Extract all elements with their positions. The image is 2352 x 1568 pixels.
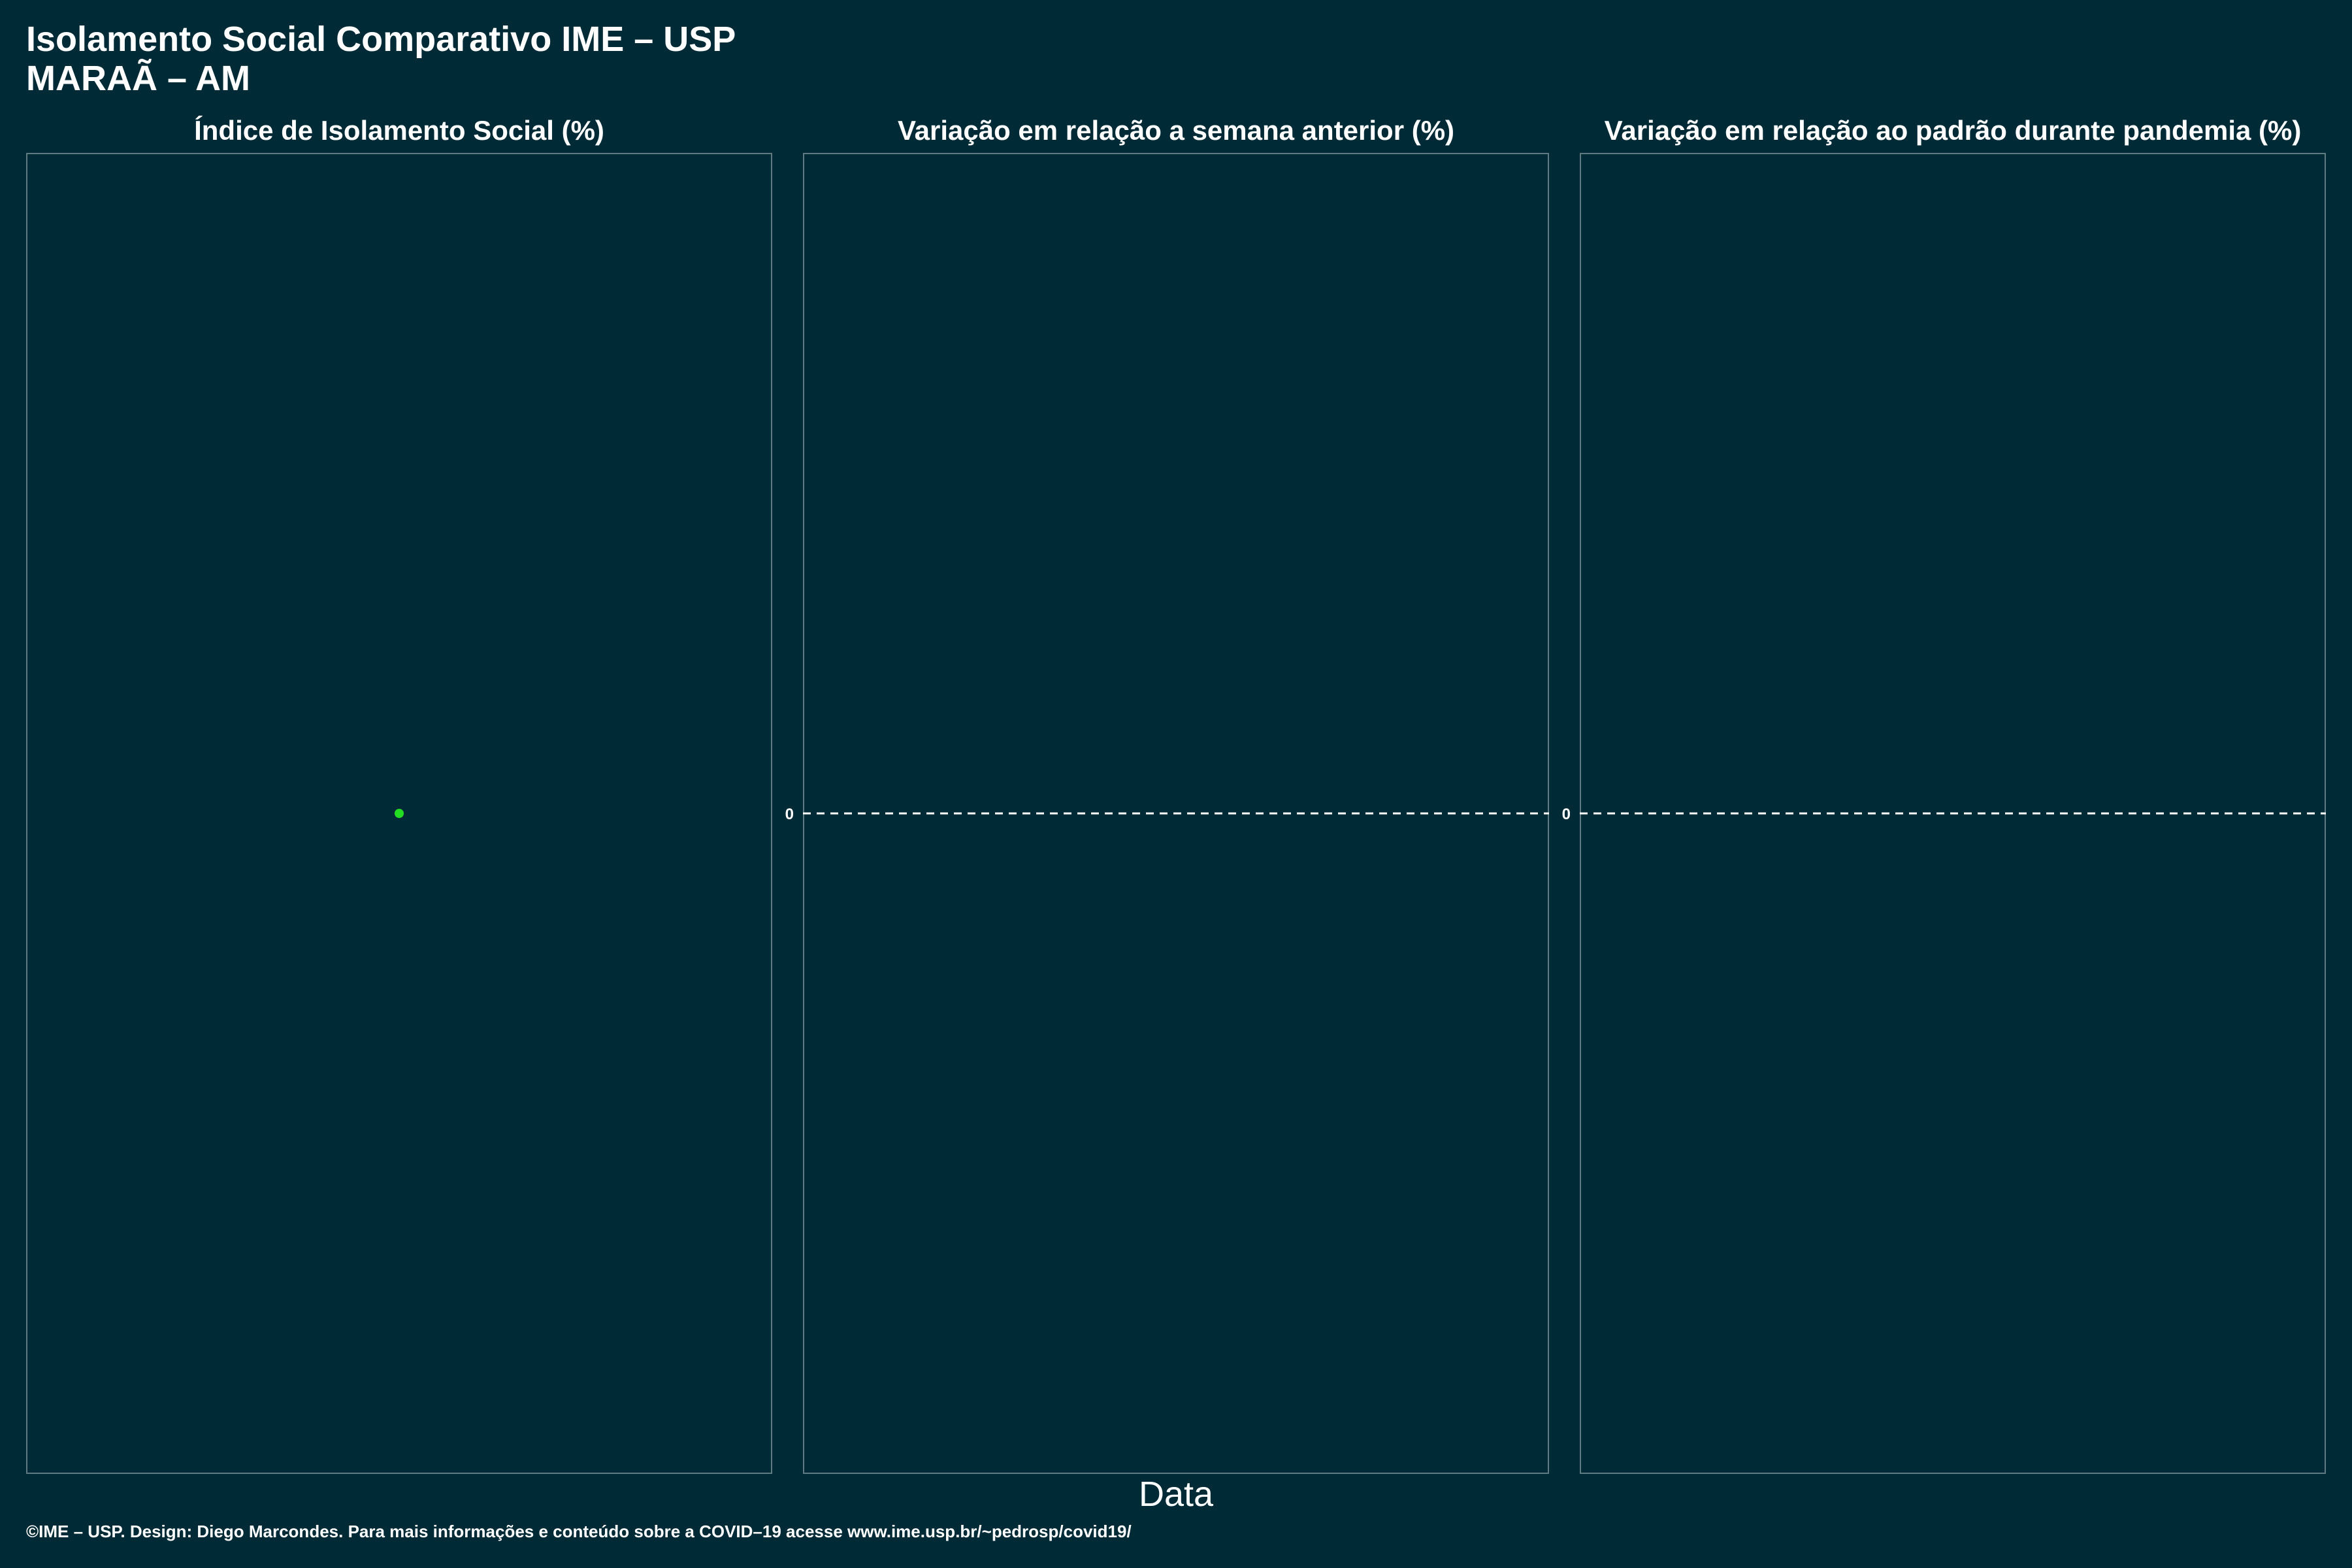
y-tick-label: 0 [785,806,794,823]
chart-subtitle: MARAÃ – AM [26,59,250,98]
x-axis-label: Data [1138,1475,1214,1514]
panel-title-isolation-index: Índice de Isolamento Social (%) [194,115,604,146]
data-point [395,809,404,818]
chart-title: Isolamento Social Comparativo IME – USP [26,20,736,59]
footer-credit: ©IME – USP. Design: Diego Marcondes. Par… [26,1522,1132,1541]
panel-title-weekly-variation: Variação em relação a semana anterior (%… [897,115,1455,146]
panel-title-pandemic-variation: Variação em relação ao padrão durante pa… [1604,115,2302,146]
panel-isolation-index [26,153,772,1474]
y-tick-label: 0 [1562,806,1571,823]
